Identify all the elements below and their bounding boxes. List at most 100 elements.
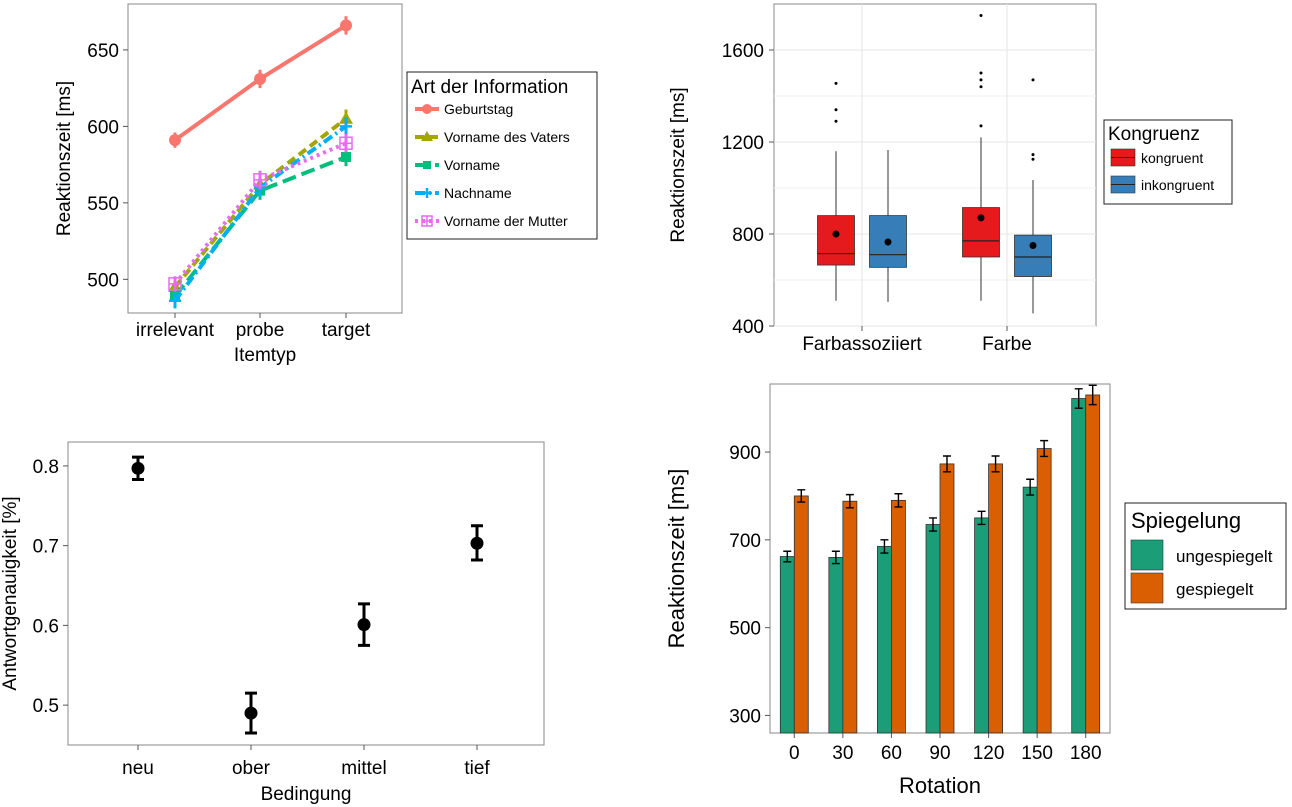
error-bar (929, 517, 937, 532)
mean-point (1029, 242, 1037, 249)
outlier-point (979, 14, 983, 17)
legend-label: Nachname (444, 185, 512, 201)
data-point (470, 536, 484, 550)
y-tick-label: 700 (729, 531, 761, 552)
outlier-point (979, 85, 983, 89)
y-axis-title: Reaktionszeit [ms] (664, 469, 689, 649)
error-bar (1074, 388, 1083, 409)
x-tick-label: Farbassoziiert (802, 334, 922, 355)
y-axis-title: Reaktionszeit [ms] (54, 81, 75, 236)
x-tick-label: 0 (789, 743, 800, 764)
legend-label: ungespiegelt (1176, 547, 1273, 566)
x-tick-label: mittel (341, 758, 386, 779)
x-axis-title: Rotation (899, 773, 981, 798)
y-tick-label: 0.5 (33, 696, 59, 717)
error-bar (1088, 384, 1097, 406)
outlier-point (1031, 78, 1035, 82)
y-tick-label: 500 (729, 619, 761, 640)
y-tick-label: 300 (729, 706, 761, 727)
y-tick-label: 400 (732, 317, 764, 338)
y-axis-title: Reaktionszeit [ms] (668, 87, 689, 242)
plot-panel (67, 441, 545, 746)
data-point (169, 294, 181, 307)
data-point (244, 706, 258, 720)
y-tick-label: 0.7 (33, 537, 59, 558)
outlier-point (834, 81, 838, 85)
x-tick-label: 180 (1070, 743, 1102, 764)
y-tick-label: 0.6 (33, 616, 59, 637)
bar (1022, 486, 1038, 734)
bar (1085, 394, 1101, 734)
y-tick-label: 800 (732, 225, 764, 246)
legend-label: Vorname der Mutter (444, 213, 568, 229)
bar (925, 524, 941, 734)
bar (939, 463, 955, 734)
data-point (340, 19, 352, 32)
y-tick-label: 500 (87, 270, 119, 291)
legend-title: Art der Information (411, 77, 568, 98)
bar (1036, 448, 1052, 734)
error-bar (845, 493, 854, 509)
x-tick-label: target (322, 320, 371, 341)
x-tick-label: probe (236, 320, 285, 341)
x-tick-label: 60 (881, 743, 902, 764)
legend-label: gespiegelt (1176, 580, 1254, 599)
outlier-point (834, 108, 838, 112)
x-tick-label: tief (464, 758, 490, 779)
legend-marker (422, 188, 432, 198)
legend-label: Vorname des Vaters (444, 129, 570, 145)
y-tick-label: 1200 (722, 133, 764, 154)
y-axis-title: Antwortgenauigkeit [%] (0, 496, 21, 690)
legend-title: Kongruenz (1108, 124, 1200, 145)
legend-marker (423, 161, 431, 169)
x-axis-title: Bedingung (261, 784, 352, 805)
x-tick-label: Farbe (982, 334, 1032, 355)
bar (891, 499, 906, 734)
x-tick-label: 150 (1021, 743, 1053, 764)
outlier-point (979, 124, 983, 128)
error-bar (977, 510, 986, 526)
legend-key (1130, 539, 1164, 571)
legend-marker (421, 215, 433, 227)
legend-label: Geburtstag (444, 101, 513, 117)
x-axis-title: Itemtyp (234, 345, 296, 366)
data-point (340, 120, 352, 133)
error-bar (880, 539, 889, 554)
data-point (169, 134, 181, 147)
outlier-point (834, 119, 838, 123)
error-bar (943, 455, 951, 473)
bar (779, 556, 795, 734)
legend-label: kongruent (1141, 150, 1203, 166)
point-chart: 0.5 0.6 0.7 0.8 neu ober mittel tief Bedingung An… (0, 441, 545, 805)
data-point (254, 72, 266, 85)
box (817, 215, 855, 266)
x-tick-label: 120 (973, 743, 1005, 764)
error-bar (831, 550, 840, 565)
plot-panel (127, 3, 403, 314)
x-tick-label: irrelevant (136, 320, 215, 341)
data-point (341, 151, 351, 162)
legend-title: Spiegelung (1131, 508, 1241, 533)
error-bar (783, 550, 792, 563)
legend-marker (422, 104, 432, 114)
bar (1071, 398, 1087, 734)
plot-panel (773, 3, 1097, 327)
y-tick-label: 1600 (722, 41, 764, 62)
box (1014, 234, 1052, 277)
x-tick-label: neu (122, 758, 154, 779)
data-point (357, 618, 371, 632)
bar (877, 546, 892, 734)
box-chart: 400 800 1200 1600 Farbassoziiert Farbe Reaktio… (668, 3, 1233, 355)
bar (828, 557, 844, 734)
outlier-point (1031, 153, 1035, 157)
mean-point (884, 238, 892, 246)
error-bar (797, 489, 806, 503)
y-tick-label: 0.8 (33, 457, 59, 478)
line-chart: 500 550 600 650 irrelevant probe target Itemtyp… (54, 3, 598, 366)
data-point (253, 173, 267, 187)
legend-marker (421, 131, 433, 141)
x-tick-label: 90 (929, 743, 950, 764)
bar (988, 463, 1003, 734)
bar (974, 517, 989, 734)
